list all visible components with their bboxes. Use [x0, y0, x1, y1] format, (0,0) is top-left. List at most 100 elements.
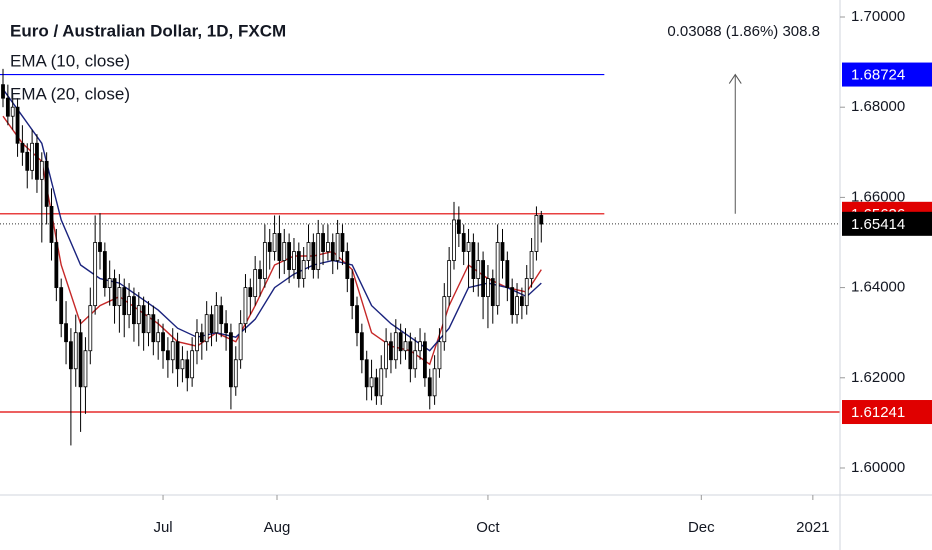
- candle-body: [35, 142, 39, 180]
- candle-body: [229, 332, 233, 388]
- candle-body: [510, 287, 515, 316]
- candle-body: [364, 359, 369, 388]
- candle-body: [432, 368, 437, 397]
- candle-body: [204, 314, 209, 343]
- x-tick-label: Jul: [153, 519, 172, 536]
- candle-body: [515, 296, 519, 316]
- candle-body: [151, 314, 156, 343]
- candle-body: [258, 269, 262, 279]
- candle-body: [466, 242, 471, 252]
- candle-body: [481, 260, 485, 298]
- candle-body: [49, 206, 54, 243]
- candle-body: [146, 314, 151, 334]
- y-tick-label: 1.64000: [851, 279, 905, 296]
- candle-body: [316, 233, 321, 270]
- candle-body: [156, 332, 161, 343]
- candle-body: [1, 84, 5, 99]
- price-label-box: [842, 211, 932, 236]
- candle-body: [112, 278, 117, 307]
- candle-body: [98, 242, 102, 252]
- candle-body: [5, 97, 10, 117]
- candle-body: [132, 296, 136, 325]
- ema-line: [2, 115, 542, 366]
- candle-body: [495, 242, 500, 307]
- legend-entry: EMA (20, close): [10, 84, 130, 103]
- candle-body: [529, 251, 534, 279]
- measure-label: 0.03088 (1.86%) 308.8: [667, 23, 820, 40]
- candle-body: [175, 341, 180, 370]
- candle-body: [224, 323, 228, 334]
- candle-body: [393, 332, 398, 361]
- candle-body: [355, 305, 359, 334]
- candle-body: [93, 242, 98, 307]
- candle-body: [447, 260, 452, 298]
- candle-body: [122, 287, 127, 316]
- candle-body: [500, 242, 505, 261]
- candle-body: [505, 260, 510, 288]
- candle-body: [340, 233, 345, 252]
- candle-body: [437, 341, 442, 370]
- candle-body: [330, 242, 335, 261]
- candle-body: [321, 233, 325, 252]
- candle-body: [195, 332, 199, 352]
- y-tick-label: 1.60000: [851, 459, 905, 476]
- candle-body: [170, 341, 175, 361]
- candle-body: [54, 242, 59, 288]
- candle-body: [408, 341, 413, 370]
- candle-body: [78, 332, 83, 388]
- candle-body: [267, 242, 272, 252]
- candle-body: [141, 305, 146, 334]
- candle-body: [39, 160, 44, 180]
- candle-body: [524, 278, 529, 307]
- candle-body: [389, 341, 393, 361]
- candle-body: [456, 219, 461, 234]
- candle-body: [59, 287, 64, 325]
- candle-body: [306, 242, 311, 261]
- candle-body: [180, 359, 185, 370]
- candle-body: [384, 341, 389, 370]
- x-tick-label: Oct: [476, 519, 500, 536]
- candle-body: [15, 106, 20, 144]
- price-label: 1.61241: [851, 404, 905, 421]
- candle-body: [10, 106, 15, 117]
- candle-body: [490, 278, 495, 307]
- candle-body: [326, 242, 330, 252]
- candle-body: [379, 368, 384, 397]
- candle-body: [68, 341, 73, 370]
- candle-body: [277, 233, 282, 261]
- plot-area: [0, 68, 840, 446]
- candle-body: [127, 296, 131, 316]
- candle-body: [403, 341, 408, 352]
- candle-body: [350, 278, 355, 307]
- x-tick-label: Aug: [264, 519, 291, 536]
- candle-body: [64, 323, 68, 343]
- candle-body: [219, 305, 224, 325]
- candle-body: [539, 215, 544, 225]
- candle-body: [44, 160, 49, 207]
- candle-body: [117, 287, 122, 307]
- candle-body: [248, 287, 253, 298]
- price-label-box: [842, 400, 932, 425]
- candle-body: [190, 350, 195, 379]
- candle-body: [413, 350, 418, 370]
- x-tick-label: Dec: [688, 519, 715, 536]
- candle-body: [233, 359, 238, 388]
- candle-body: [73, 332, 78, 370]
- candle-body: [238, 323, 243, 361]
- candle-body: [471, 242, 476, 279]
- candle-body: [272, 233, 277, 252]
- candle-body: [374, 377, 379, 397]
- candle-body: [282, 242, 287, 261]
- candle-body: [292, 251, 296, 270]
- candle-body: [165, 350, 170, 361]
- y-tick-label: 1.70000: [851, 8, 905, 25]
- candle-body: [107, 278, 112, 288]
- candle-body: [345, 251, 350, 279]
- legend-entry: EMA (10, close): [10, 51, 130, 70]
- candle-body: [427, 377, 432, 397]
- candle-body: [214, 305, 219, 334]
- candle-body: [296, 251, 301, 279]
- candle-body: [461, 233, 466, 252]
- candle-body: [136, 305, 141, 325]
